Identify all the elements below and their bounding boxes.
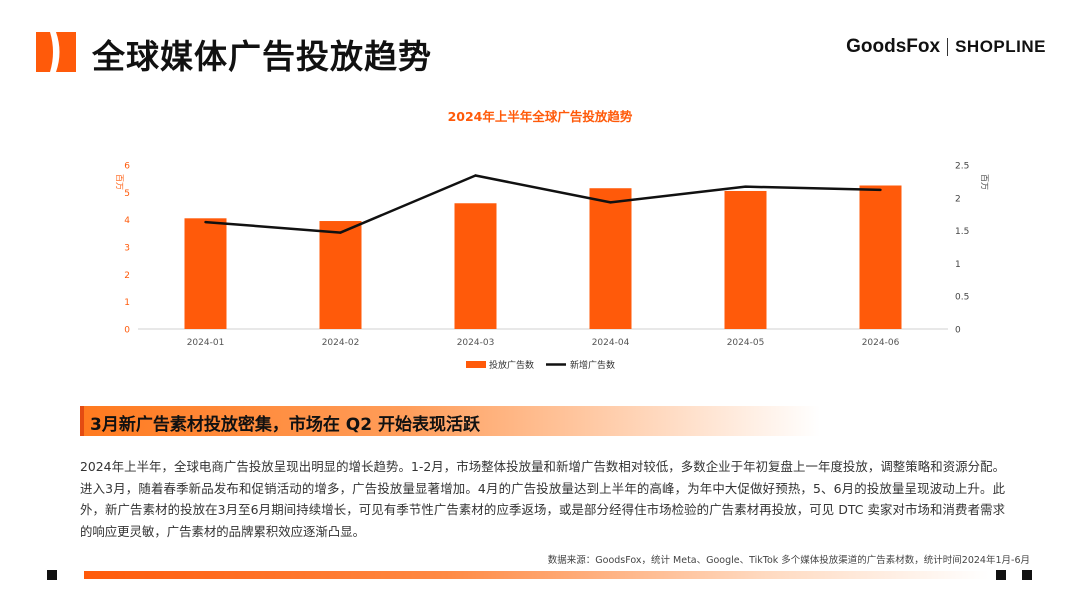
x-tick-label: 2024-02 [322, 338, 360, 348]
goodsfox-logo: GoodsFox [846, 36, 941, 57]
partner-brands: GoodsFox SHOPLINE [846, 36, 1046, 58]
y-left-unit: 百万 [115, 174, 124, 190]
y-right-tick-label: 2.5 [955, 162, 969, 172]
y-left-tick-label: 4 [124, 216, 130, 226]
x-tick-label: 2024-01 [187, 338, 225, 348]
footer-square-right [1022, 570, 1032, 580]
bar-2024-05 [724, 190, 767, 329]
chart-area: 2024年上半年全球广告投放趋势 0 1 2 3 4 5 6 百万 0 0.5 1 1.5 2 2.5 百万 2… [115, 109, 989, 371]
page-title: 全球媒体广告投放趋势 [92, 37, 432, 76]
y-right-tick-label: 0 [955, 326, 961, 336]
legend-bar-label: 投放广告数 [489, 359, 534, 371]
y-right-tick-label: 1 [955, 260, 961, 270]
footer-square-mid [996, 570, 1006, 580]
section-heading: 3月新广告素材投放密集，市场在 Q2 开始表现活跃 [90, 415, 480, 435]
bar-2024-01 [184, 218, 227, 329]
line-point-2024-02 [339, 231, 342, 234]
line-point-2024-04 [609, 201, 612, 204]
y-right-tick-label: 2 [955, 194, 961, 204]
line-series-新增广告数 [205, 174, 881, 234]
footer-gradient-bar [84, 571, 989, 579]
legend-bar-swatch [466, 361, 486, 368]
line-point-2024-06 [879, 188, 882, 192]
line-point-2024-01 [204, 220, 207, 224]
bar-2024-03 [454, 203, 497, 329]
legend-line-label: 新增广告数 [570, 359, 615, 371]
y-right-tick-label: 0.5 [955, 293, 969, 303]
bar-2024-06 [859, 185, 902, 329]
brand-logo-icon [36, 32, 76, 72]
y-left-tick-label: 3 [124, 244, 130, 254]
y-left-tick-label: 6 [124, 162, 130, 172]
y-right-tick-label: 1.5 [955, 227, 969, 237]
x-tick-label: 2024-05 [727, 338, 765, 348]
line-point-2024-05 [744, 185, 747, 188]
ad-trend-chart: 2024年上半年全球广告投放趋势0123456百万00.511.522.5百万2… [115, 109, 989, 371]
x-tick-label: 2024-03 [457, 338, 495, 348]
bar-2024-04 [589, 188, 632, 329]
brand-divider [947, 38, 949, 56]
y-left-tick-label: 1 [124, 298, 130, 308]
x-tick-label: 2024-04 [592, 338, 630, 348]
y-left-tick-label: 5 [124, 189, 130, 199]
chart-title: 2024年上半年全球广告投放趋势 [448, 109, 633, 124]
analysis-paragraph: 2024年上半年，全球电商广告投放呈现出明显的增长趋势。1-2月，市场整体投放量… [80, 459, 1005, 539]
data-source-note: 数据来源：GoodsFox，统计 Meta、Google、TikTok 多个媒体… [547, 555, 1030, 566]
shopline-logo: SHOPLINE [955, 37, 1046, 56]
y-right-unit: 百万 [980, 174, 989, 190]
y-left-tick-label: 2 [124, 271, 130, 281]
footer-square-left [47, 570, 57, 580]
line-point-2024-03 [474, 174, 477, 177]
y-left-tick-label: 0 [124, 326, 130, 336]
section-heading-bar: 3月新广告素材投放密集，市场在 Q2 开始表现活跃 [80, 406, 1004, 436]
x-tick-label: 2024-06 [862, 338, 900, 348]
bar-2024-02 [319, 221, 362, 329]
